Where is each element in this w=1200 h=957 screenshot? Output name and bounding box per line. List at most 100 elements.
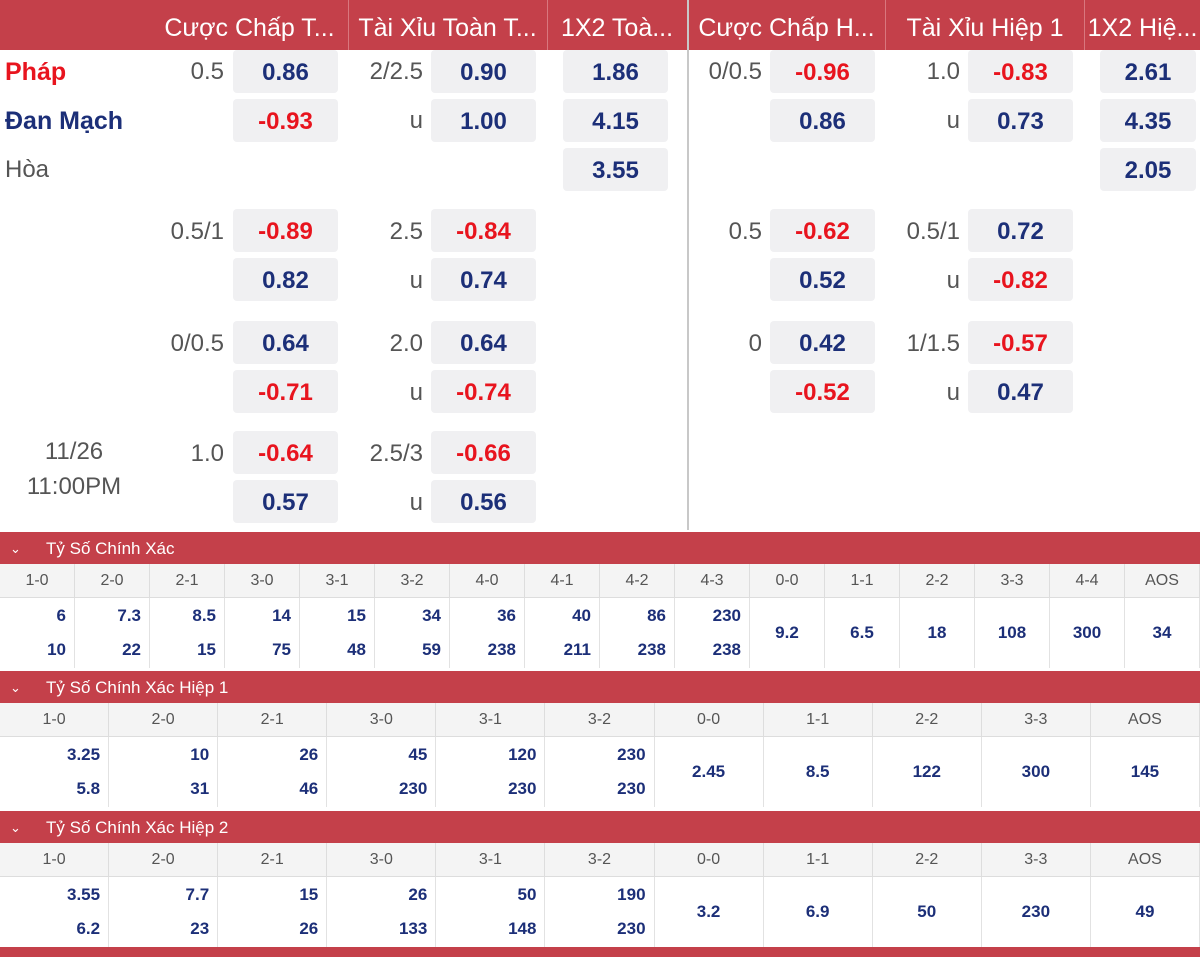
under-odds[interactable]: 0.56 <box>431 480 536 523</box>
score-odds-away[interactable]: 26 <box>299 919 319 938</box>
score-odds-home[interactable]: 15 <box>299 885 319 904</box>
score-odds-cell[interactable]: 26 46 <box>218 737 328 807</box>
score-odds-home[interactable]: 3.55 <box>66 885 101 904</box>
score-odds-cell[interactable]: 230 230 <box>545 737 655 807</box>
score-odds-cell[interactable]: 7.3 22 <box>75 598 150 668</box>
score-odds-home[interactable]: 230 <box>617 745 646 764</box>
score-odds-single[interactable]: 34 <box>1152 623 1172 642</box>
h1-1x2-draw-odds[interactable]: 2.05 <box>1100 148 1196 191</box>
col-over-under-fulltime[interactable]: Tài Xỉu Toàn T... <box>358 14 537 42</box>
score-odds-cell[interactable]: 3.25 5.8 <box>0 737 110 807</box>
h1-handicap-away-odds[interactable]: -0.52 <box>770 370 875 413</box>
score-odds-away[interactable]: 230 <box>617 919 646 938</box>
under-odds[interactable]: 0.74 <box>431 258 536 301</box>
score-odds-cell[interactable]: 230 238 <box>675 598 750 668</box>
score-odds-single[interactable]: 49 <box>1135 902 1155 921</box>
chevron-down-icon[interactable]: ⌄ <box>10 680 21 695</box>
score-odds-cell[interactable]: 190 230 <box>545 877 655 947</box>
score-odds-cell[interactable]: 108 <box>975 598 1050 668</box>
score-odds-home[interactable]: 86 <box>647 606 666 625</box>
score-odds-single[interactable]: 50 <box>917 902 937 921</box>
score-odds-cell[interactable]: 6.9 <box>764 877 873 947</box>
score-odds-single[interactable]: 6.9 <box>805 902 830 921</box>
h1-over-odds[interactable]: -0.57 <box>968 321 1073 364</box>
score-odds-cell[interactable]: 9.2 <box>750 598 825 668</box>
score-odds-away[interactable]: 148 <box>508 919 537 938</box>
under-odds[interactable]: -0.74 <box>431 370 536 413</box>
score-odds-cell[interactable]: 34 <box>1125 598 1200 668</box>
h1-handicap-home-odds[interactable]: -0.96 <box>770 50 875 93</box>
h1-handicap-away-odds[interactable]: 0.52 <box>770 258 875 301</box>
score-odds-away[interactable]: 46 <box>299 779 319 798</box>
score-odds-cell[interactable]: 7.7 23 <box>109 877 219 947</box>
handicap-away-odds[interactable]: 0.82 <box>233 258 338 301</box>
score-odds-cell[interactable]: 14 75 <box>225 598 300 668</box>
col-1x2-half1[interactable]: 1X2 Hiệ... <box>1087 14 1198 42</box>
chevron-down-icon[interactable]: ⌄ <box>10 541 21 556</box>
score-odds-away[interactable]: 230 <box>508 779 537 798</box>
score-odds-home[interactable]: 34 <box>422 606 441 625</box>
1x2-draw-odds[interactable]: 3.55 <box>563 148 668 191</box>
score-odds-away[interactable]: 133 <box>398 919 428 938</box>
score-odds-away[interactable]: 15 <box>197 640 216 659</box>
score-odds-cell[interactable]: 300 <box>1050 598 1125 668</box>
score-odds-home[interactable]: 3.25 <box>66 745 101 764</box>
score-odds-cell[interactable]: 45 230 <box>327 737 437 807</box>
h1-handicap-home-odds[interactable]: -0.62 <box>770 209 875 252</box>
score-odds-cell[interactable]: 6.5 <box>825 598 900 668</box>
score-odds-home[interactable]: 45 <box>408 745 428 764</box>
score-odds-cell[interactable]: 8.5 <box>764 737 873 807</box>
score-odds-single[interactable]: 8.5 <box>805 762 830 781</box>
score-odds-cell[interactable]: 300 <box>982 737 1091 807</box>
score-odds-cell[interactable]: 8.5 15 <box>150 598 225 668</box>
over-odds[interactable]: -0.66 <box>431 431 536 474</box>
score-odds-away[interactable]: 6.2 <box>76 919 101 938</box>
col-1x2-fulltime[interactable]: 1X2 Toà... <box>560 14 674 42</box>
col-handicap-half1[interactable]: Cược Chấp H... <box>698 14 875 42</box>
score-odds-single[interactable]: 3.2 <box>696 902 721 921</box>
score-odds-cell[interactable]: 15 26 <box>218 877 328 947</box>
score-odds-home[interactable]: 26 <box>408 885 428 904</box>
score-odds-cell[interactable]: 50 148 <box>436 877 546 947</box>
score-odds-home[interactable]: 7.3 <box>117 606 141 625</box>
score-odds-away[interactable]: 10 <box>47 640 66 659</box>
score-odds-away[interactable]: 23 <box>190 919 210 938</box>
score-odds-home[interactable]: 15 <box>347 606 366 625</box>
h1-under-odds[interactable]: 0.47 <box>968 370 1073 413</box>
score-odds-home[interactable]: 36 <box>497 606 516 625</box>
score-odds-home[interactable]: 120 <box>508 745 537 764</box>
score-odds-cell[interactable]: 15 48 <box>300 598 375 668</box>
score-odds-away[interactable]: 238 <box>712 640 741 659</box>
score-odds-cell[interactable]: 3.55 6.2 <box>0 877 110 947</box>
h1-over-odds[interactable]: -0.83 <box>968 50 1073 93</box>
score-odds-single[interactable]: 6.5 <box>850 623 874 642</box>
over-odds[interactable]: 0.90 <box>431 50 536 93</box>
score-odds-cell[interactable]: 40 211 <box>525 598 600 668</box>
score-odds-cell[interactable]: 10 31 <box>109 737 219 807</box>
score-odds-cell[interactable]: 49 <box>1091 877 1200 947</box>
handicap-home-odds[interactable]: 0.86 <box>233 50 338 93</box>
chevron-down-icon[interactable]: ⌄ <box>10 820 21 835</box>
score-odds-away[interactable]: 48 <box>347 640 366 659</box>
handicap-home-odds[interactable]: 0.64 <box>233 321 338 364</box>
h1-1x2-home-odds[interactable]: 2.61 <box>1100 50 1196 93</box>
score-odds-cell[interactable]: 36 238 <box>450 598 525 668</box>
h1-under-odds[interactable]: -0.82 <box>968 258 1073 301</box>
score-odds-away[interactable]: 5.8 <box>76 779 101 798</box>
1x2-home-odds[interactable]: 1.86 <box>563 50 668 93</box>
handicap-away-odds[interactable]: -0.93 <box>233 99 338 142</box>
score-odds-away[interactable]: 22 <box>122 640 141 659</box>
score-odds-home[interactable]: 7.7 <box>185 885 210 904</box>
score-odds-cell[interactable]: 3.2 <box>655 877 764 947</box>
score-odds-single[interactable]: 2.45 <box>692 762 726 781</box>
score-odds-single[interactable]: 300 <box>1021 762 1051 781</box>
score-odds-home[interactable]: 14 <box>272 606 291 625</box>
score-odds-single[interactable]: 300 <box>1072 623 1102 642</box>
score-odds-cell[interactable]: 6 10 <box>0 598 75 668</box>
score-odds-cell[interactable]: 26 133 <box>327 877 437 947</box>
score-odds-cell[interactable]: 145 <box>1091 737 1200 807</box>
col-over-under-half1[interactable]: Tài Xỉu Hiệp 1 <box>906 14 1064 42</box>
score-odds-away[interactable]: 230 <box>617 779 646 798</box>
score-odds-home[interactable]: 8.5 <box>192 606 216 625</box>
h1-under-odds[interactable]: 0.73 <box>968 99 1073 142</box>
